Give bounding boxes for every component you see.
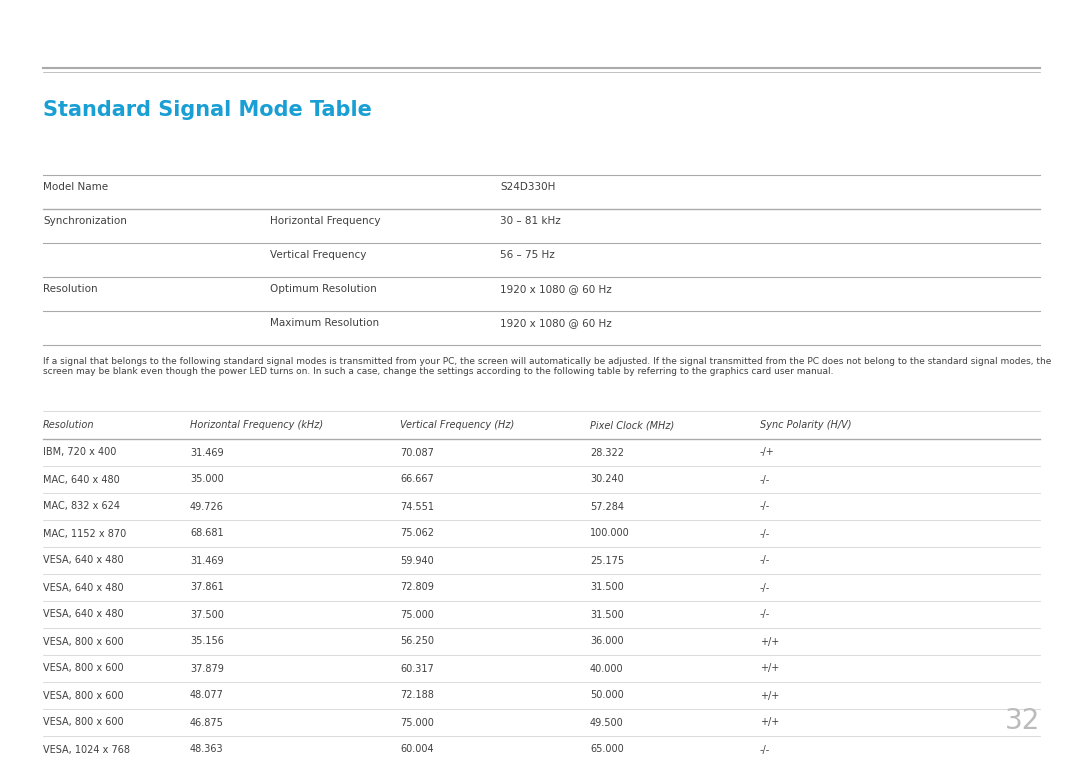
Text: 1920 x 1080 @ 60 Hz: 1920 x 1080 @ 60 Hz: [500, 284, 611, 294]
Text: +/+: +/+: [760, 717, 780, 727]
Text: -/+: -/+: [760, 448, 774, 458]
Text: S24D330H: S24D330H: [500, 182, 555, 192]
Text: 1920 x 1080 @ 60 Hz: 1920 x 1080 @ 60 Hz: [500, 318, 611, 328]
Text: 35.000: 35.000: [190, 475, 224, 485]
Text: 32: 32: [1004, 707, 1040, 735]
Text: VESA, 800 x 600: VESA, 800 x 600: [43, 691, 123, 700]
Text: 31.469: 31.469: [190, 448, 224, 458]
Text: 48.363: 48.363: [190, 745, 224, 755]
Text: 66.667: 66.667: [400, 475, 434, 485]
Text: MAC, 832 x 624: MAC, 832 x 624: [43, 501, 120, 511]
Text: VESA, 800 x 600: VESA, 800 x 600: [43, 664, 123, 674]
Text: VESA, 1024 x 768: VESA, 1024 x 768: [43, 745, 130, 755]
Text: 49.500: 49.500: [590, 717, 624, 727]
Text: VESA, 640 x 480: VESA, 640 x 480: [43, 555, 123, 565]
Text: Sync Polarity (H/V): Sync Polarity (H/V): [760, 420, 851, 430]
Text: -/-: -/-: [760, 610, 770, 620]
Text: +/+: +/+: [760, 691, 780, 700]
Text: Optimum Resolution: Optimum Resolution: [270, 284, 377, 294]
Text: -/-: -/-: [760, 501, 770, 511]
Text: 75.000: 75.000: [400, 610, 434, 620]
Text: 75.000: 75.000: [400, 717, 434, 727]
Text: VESA, 800 x 600: VESA, 800 x 600: [43, 636, 123, 646]
Text: VESA, 640 x 480: VESA, 640 x 480: [43, 582, 123, 593]
Text: 56 – 75 Hz: 56 – 75 Hz: [500, 250, 555, 260]
Text: Resolution: Resolution: [43, 420, 95, 430]
Text: +/+: +/+: [760, 664, 780, 674]
Text: 49.726: 49.726: [190, 501, 224, 511]
Text: 37.500: 37.500: [190, 610, 224, 620]
Text: 25.175: 25.175: [590, 555, 624, 565]
Text: 100.000: 100.000: [590, 529, 630, 539]
Text: IBM, 720 x 400: IBM, 720 x 400: [43, 448, 117, 458]
Text: 37.879: 37.879: [190, 664, 224, 674]
Text: 31.500: 31.500: [590, 610, 624, 620]
Text: 46.875: 46.875: [190, 717, 224, 727]
Text: 74.551: 74.551: [400, 501, 434, 511]
Text: VESA, 640 x 480: VESA, 640 x 480: [43, 610, 123, 620]
Text: -/-: -/-: [760, 475, 770, 485]
Text: -/-: -/-: [760, 529, 770, 539]
Text: Vertical Frequency: Vertical Frequency: [270, 250, 366, 260]
Text: 72.809: 72.809: [400, 582, 434, 593]
Text: 30 – 81 kHz: 30 – 81 kHz: [500, 216, 561, 226]
Text: -/-: -/-: [760, 555, 770, 565]
Text: -/-: -/-: [760, 745, 770, 755]
Text: 68.681: 68.681: [190, 529, 224, 539]
Text: 56.250: 56.250: [400, 636, 434, 646]
Text: 75.062: 75.062: [400, 529, 434, 539]
Text: 28.322: 28.322: [590, 448, 624, 458]
Text: 31.469: 31.469: [190, 555, 224, 565]
Text: Maximum Resolution: Maximum Resolution: [270, 318, 379, 328]
Text: 57.284: 57.284: [590, 501, 624, 511]
Text: Synchronization: Synchronization: [43, 216, 126, 226]
Text: Horizontal Frequency: Horizontal Frequency: [270, 216, 380, 226]
Text: +/+: +/+: [760, 636, 780, 646]
Text: 31.500: 31.500: [590, 582, 624, 593]
Text: 60.317: 60.317: [400, 664, 434, 674]
Text: Standard Signal Mode Table: Standard Signal Mode Table: [43, 100, 372, 120]
Text: If a signal that belongs to the following standard signal modes is transmitted f: If a signal that belongs to the followin…: [43, 357, 1051, 376]
Text: 72.188: 72.188: [400, 691, 434, 700]
Text: 65.000: 65.000: [590, 745, 624, 755]
Text: 59.940: 59.940: [400, 555, 434, 565]
Text: 37.861: 37.861: [190, 582, 224, 593]
Text: 70.087: 70.087: [400, 448, 434, 458]
Text: 40.000: 40.000: [590, 664, 623, 674]
Text: Model Name: Model Name: [43, 182, 108, 192]
Text: MAC, 640 x 480: MAC, 640 x 480: [43, 475, 120, 485]
Text: Horizontal Frequency (kHz): Horizontal Frequency (kHz): [190, 420, 323, 430]
Text: 48.077: 48.077: [190, 691, 224, 700]
Text: Pixel Clock (MHz): Pixel Clock (MHz): [590, 420, 674, 430]
Text: Resolution: Resolution: [43, 284, 97, 294]
Text: 30.240: 30.240: [590, 475, 624, 485]
Text: Vertical Frequency (Hz): Vertical Frequency (Hz): [400, 420, 514, 430]
Text: -/-: -/-: [760, 582, 770, 593]
Text: 60.004: 60.004: [400, 745, 434, 755]
Text: 50.000: 50.000: [590, 691, 624, 700]
Text: 36.000: 36.000: [590, 636, 623, 646]
Text: MAC, 1152 x 870: MAC, 1152 x 870: [43, 529, 126, 539]
Text: 35.156: 35.156: [190, 636, 224, 646]
Text: VESA, 800 x 600: VESA, 800 x 600: [43, 717, 123, 727]
